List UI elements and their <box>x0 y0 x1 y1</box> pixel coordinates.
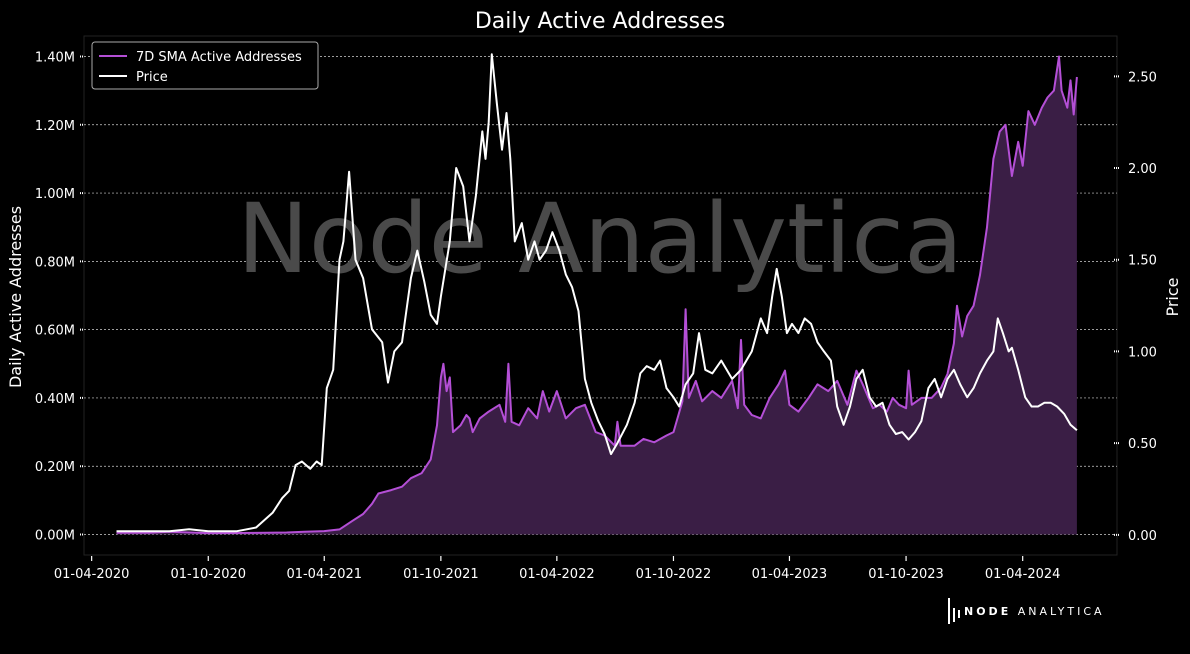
x-axis: 01-04-2020 01-10-2020 01-04-2021 01-10-2021… <box>54 556 1061 582</box>
left-tick-label: 0.60M <box>35 324 75 339</box>
active-addresses-line <box>116 55 1078 535</box>
right-axis: 0.00 0.50 1.00 1.50 2.00 2.50 <box>1114 70 1157 544</box>
left-axis: 0.00M 0.20M 0.40M 0.60M 0.80M 1.00M 1.20M 1.40M <box>35 50 84 544</box>
chart-title: Daily Active Addresses <box>475 9 725 34</box>
right-tick-label: 1.00 <box>1128 345 1157 360</box>
x-tick-label: 01-04-2020 <box>54 567 130 582</box>
left-tick-label: 0.40M <box>35 392 75 407</box>
active-addresses-area <box>116 55 1078 535</box>
x-tick-label: 01-04-2021 <box>286 567 362 582</box>
x-tick-label: 01-04-2024 <box>985 567 1061 582</box>
left-tick-label: 0.20M <box>35 460 75 475</box>
plot-frame <box>83 35 1118 556</box>
left-tick-label: 1.40M <box>35 50 75 65</box>
left-tick-label: 1.00M <box>35 187 75 202</box>
x-tick-label: 01-10-2020 <box>170 567 246 582</box>
right-tick-label: 2.00 <box>1128 162 1157 177</box>
right-tick-label: 2.50 <box>1128 70 1157 85</box>
node-analytica-logo: NODE ANALYTICA <box>948 598 1105 624</box>
right-tick-label: 1.50 <box>1128 254 1157 269</box>
logo-bars-icon <box>948 598 960 624</box>
x-tick-label: 01-04-2022 <box>519 567 595 582</box>
x-tick-label: 01-10-2021 <box>403 567 479 582</box>
left-tick-label: 0.00M <box>35 529 75 544</box>
legend-label-active-addresses: 7D SMA Active Addresses <box>136 50 302 65</box>
y-left-axis-title: Daily Active Addresses <box>6 206 25 388</box>
logo-word-node: NODE <box>964 604 1012 618</box>
active-addresses-fill <box>116 56 1077 535</box>
left-tick-label: 1.20M <box>35 119 75 134</box>
right-tick-label: 0.50 <box>1128 437 1157 452</box>
legend: 7D SMA Active Addresses Price <box>91 41 319 90</box>
right-tick-label: 0.00 <box>1128 529 1157 544</box>
logo-wordmark: NODE ANALYTICA <box>964 605 1105 618</box>
price-line <box>116 53 1078 533</box>
price-line-layer <box>116 53 1078 533</box>
legend-box <box>91 41 319 90</box>
x-tick-label: 01-10-2022 <box>636 567 712 582</box>
logo-word-analytica: ANALYTICA <box>1017 604 1105 618</box>
watermark: Node Analytica <box>237 183 963 295</box>
left-tick-label: 0.80M <box>35 255 75 270</box>
y-right-axis-title: Price <box>1163 277 1182 316</box>
legend-label-price: Price <box>136 70 168 85</box>
x-tick-label: 01-10-2023 <box>868 567 944 582</box>
x-tick-label: 01-04-2023 <box>752 567 828 582</box>
